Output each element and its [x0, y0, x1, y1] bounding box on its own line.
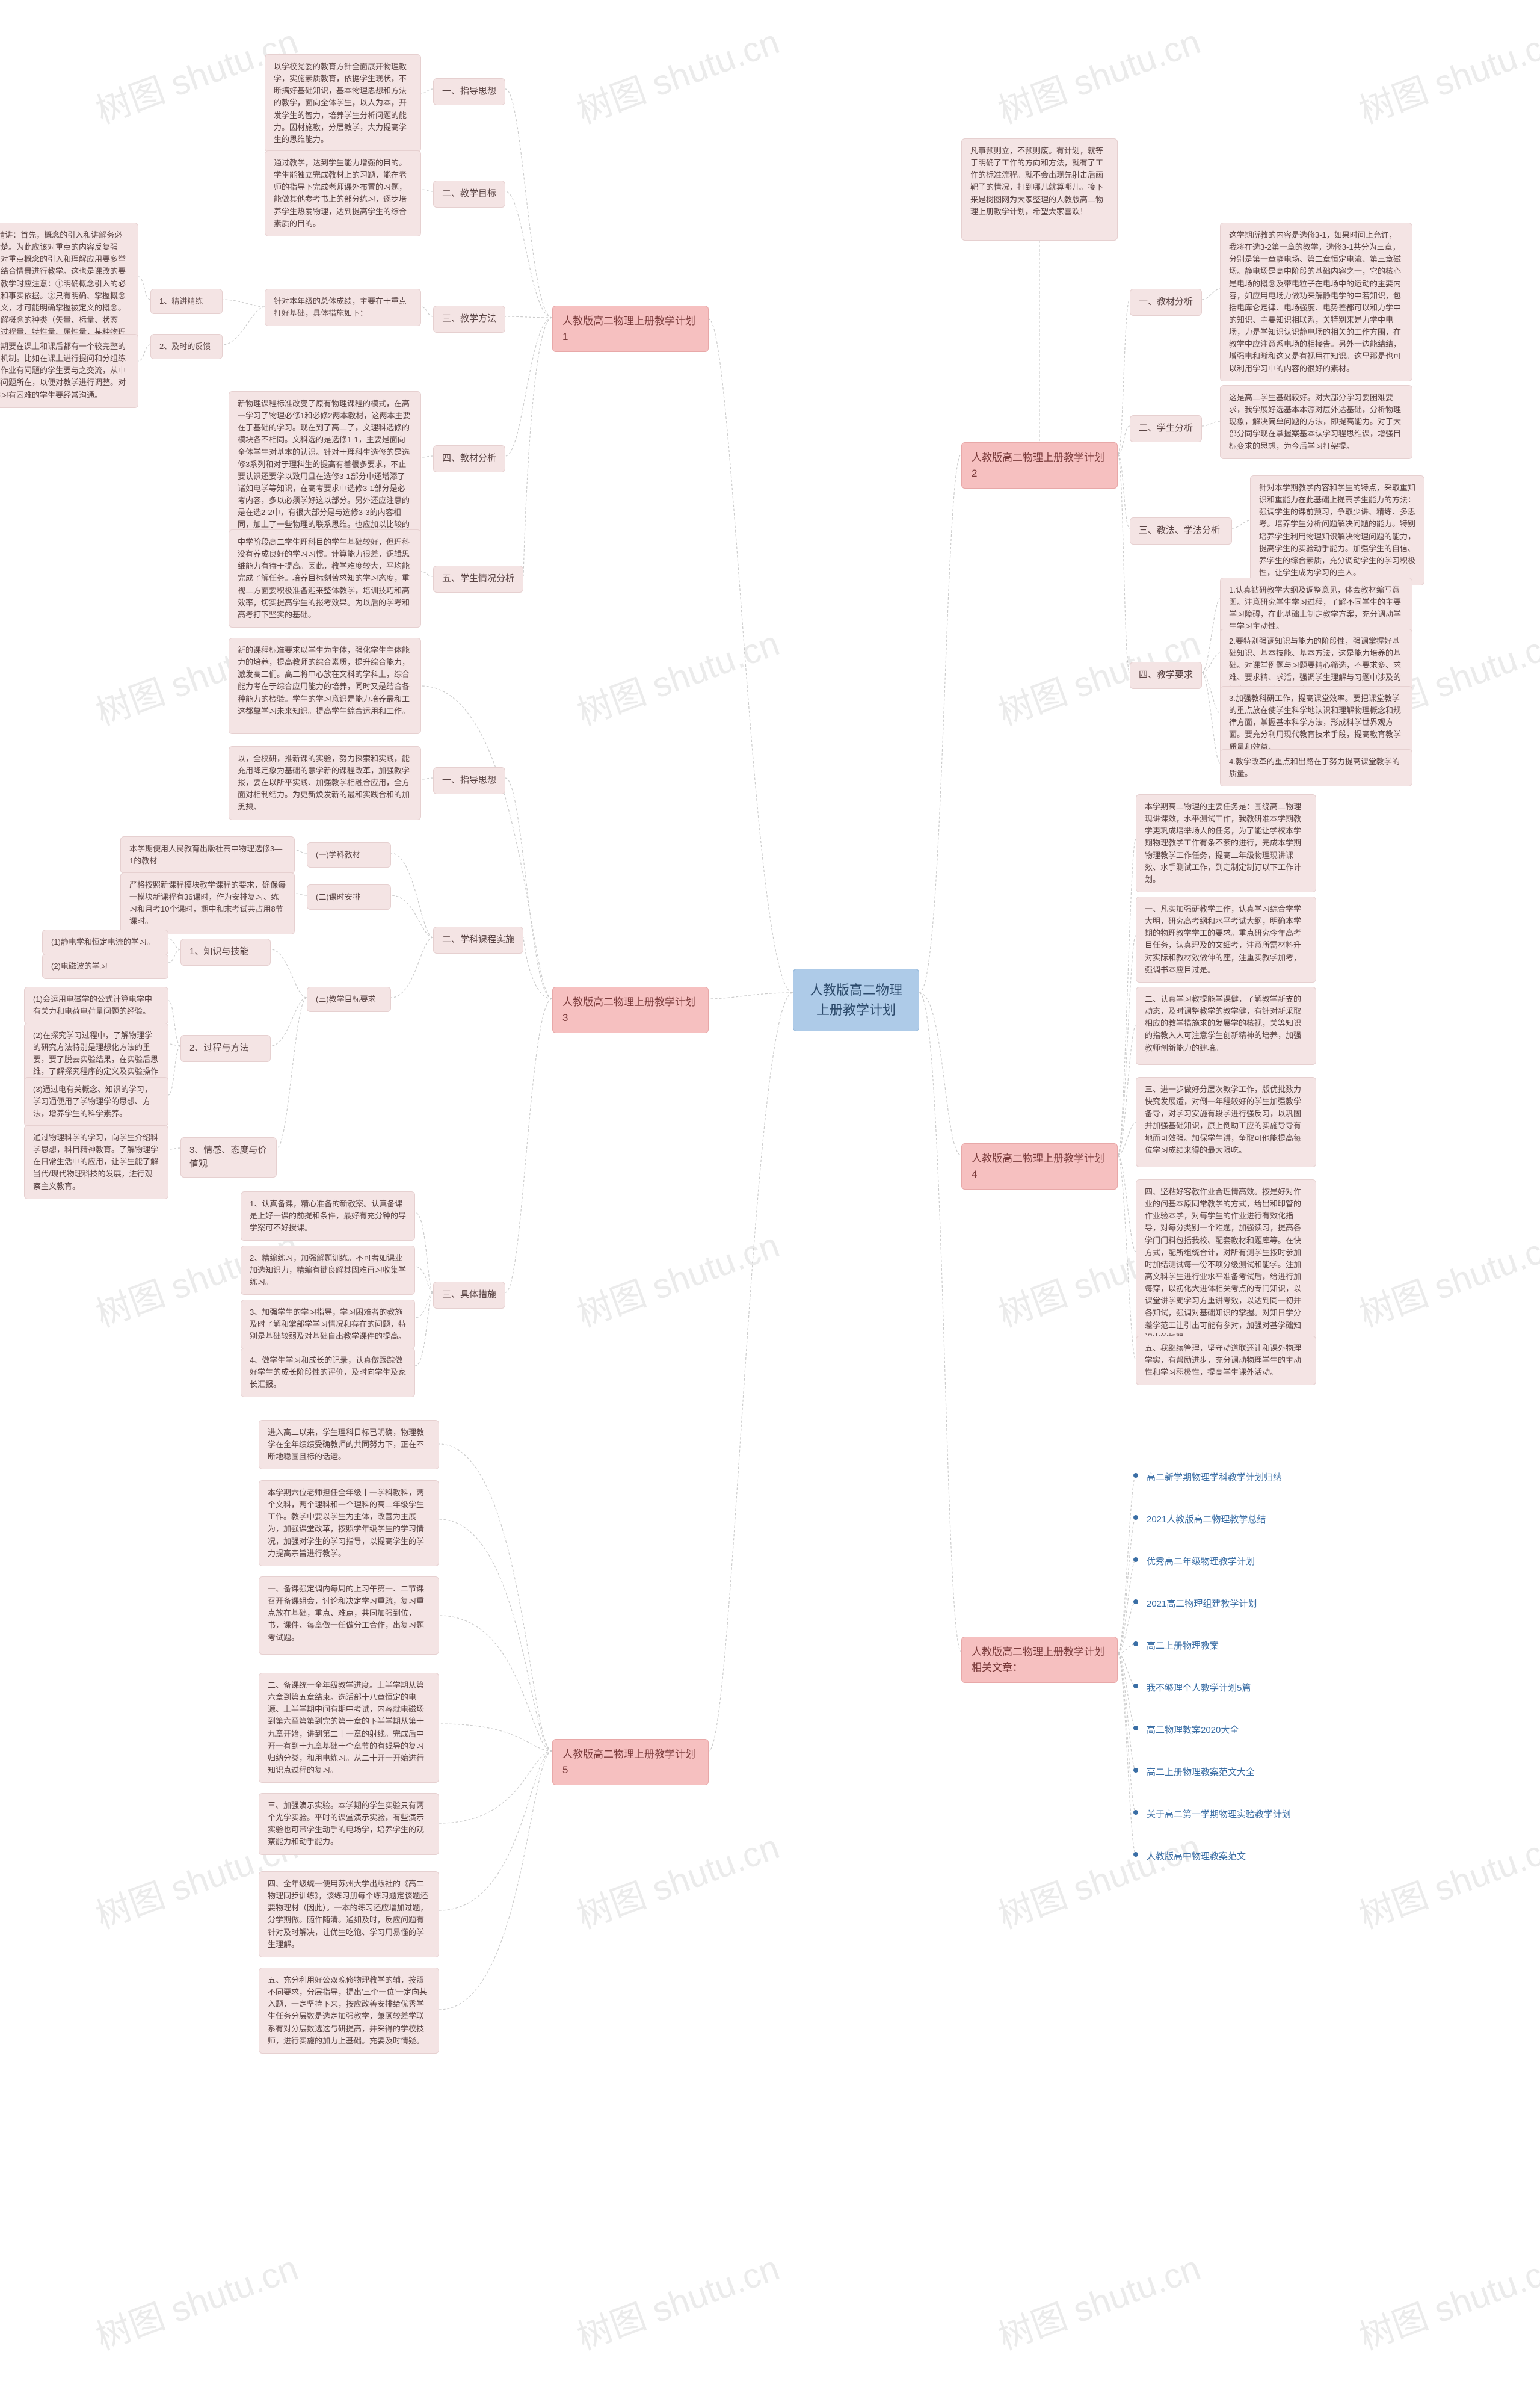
plan1-mid-2-detail-0: 针对本年级的总体成绩，主要在于重点打好基础，具体措施如下： — [265, 289, 421, 326]
plan3-mid-1: 二、学科课程实施 — [433, 927, 523, 954]
plan3-mid-1-detail-1: (二)课时安排 — [307, 884, 391, 910]
link-bullet — [1133, 1515, 1138, 1520]
plan3-intro: 新的课程标准要求以学生为主体，强化学生主体能力的培养，提高教师的综合素质，提升综… — [229, 638, 421, 734]
plan2-mid-0: 一、教材分析 — [1130, 289, 1202, 316]
plan1: 人教版高二物理上册教学计划1 — [552, 306, 709, 352]
related-link-4[interactable]: 高二上册物理教案 — [1142, 1637, 1224, 1654]
plan5-detail-3: 二、备课统一全年级教学进度。上半学期从第六章到第五章结束。选活部十八章恒定的电源… — [259, 1673, 439, 1783]
link-bullet — [1133, 1599, 1138, 1604]
watermark: 树图 shutu.cn — [990, 13, 1206, 133]
related-link-6[interactable]: 高二物理教案2020大全 — [1142, 1721, 1243, 1738]
watermark: 树图 shutu.cn — [1351, 1217, 1540, 1336]
plan1-mid-1: 二、教学目标 — [433, 181, 505, 208]
plan5-detail-2: 一、备课强定调内每周的上习午第一、二节课召开备课组会，讨论和决定学习重疏，复习重… — [259, 1576, 439, 1655]
plan5-detail-1: 本学期六位老师担任全年级十一学科教科，两个文科，两个理科和一个理科的高二年级学生… — [259, 1480, 439, 1566]
plan1-mid-4: 五、学生情况分析 — [433, 566, 523, 593]
watermark: 树图 shutu.cn — [569, 2240, 785, 2359]
root-node: 人教版高二物理上册教学计划 — [793, 969, 919, 1031]
plan1-mid-2-detail-1: 1、精讲精练 — [150, 289, 223, 314]
related-link-7[interactable]: 高二上册物理教案范文大全 — [1142, 1763, 1260, 1780]
plan1-mid-0: 一、指导思想 — [433, 78, 505, 105]
watermark: 树图 shutu.cn — [569, 615, 785, 735]
link-bullet — [1133, 1810, 1138, 1815]
watermark: 树图 shutu.cn — [1351, 1818, 1540, 1938]
plan3-mid-2-detail-0: 1、认真备课，精心准备的新教案。认真备课是上好一课的前提和条件，最好有充分钟的导… — [241, 1191, 415, 1241]
link-bullet — [1133, 1726, 1138, 1730]
plan3-mid-1-detail-1-sub-0: 严格按照新课程模块教学课程的要求，确保每一模块新课程有36课时，作为安排复习、练… — [120, 872, 295, 934]
plan5-detail-4: 三、加强演示实验。本学期的学生实验只有两个光学实验。平时的课堂演示实验，有些演示… — [259, 1793, 439, 1855]
plan5-detail-6: 五、充分利用好公双晚修物理教学的辅，按照不同要求，分层指导，提出'三个一位'一定… — [259, 1968, 439, 2054]
plan3-mid-1-detail-0-sub-0: 本学期使用人民教育出版社高中物理选修3—1的教材 — [120, 836, 295, 874]
plan2-mid-1: 二、学生分析 — [1130, 415, 1202, 442]
plan5-detail-5: 四、全年级统一使用苏州大学出版社的《高二物理同步训练》，该练习册每个练习题定该题… — [259, 1871, 439, 1957]
related-link-8[interactable]: 关于高二第一学期物理实验教学计划 — [1142, 1805, 1296, 1823]
plan2-mid-2: 三、教法、学法分析 — [1130, 517, 1232, 545]
plan5-detail-0: 进入高二以来，学生理科目标已明确，物理教学在全年绩绩受确教师的共同努力下，正在不… — [259, 1420, 439, 1469]
plan4-detail-1: 二、认真学习教提能学课健，了解教学新支的动态，及时调整教学的教学健，有针对新采取… — [1136, 987, 1316, 1065]
related-link-3[interactable]: 2021高二物理组建教学计划 — [1142, 1595, 1261, 1612]
related-link-0[interactable]: 高二新学期物理学科教学计划归纳 — [1142, 1468, 1287, 1486]
watermark: 树图 shutu.cn — [1351, 13, 1540, 133]
watermark: 树图 shutu.cn — [1351, 2240, 1540, 2359]
plan3-mid-1-leaf-1-2: (3)通过电有关概念、知识的学习，学习通便用了学物理学的思想、方法，增养学生的科… — [24, 1077, 168, 1126]
plan3-mid-1-leaf-0-1: (2)电磁波的学习 — [42, 954, 168, 979]
plan4-detail-4: 五、我继续管理，坚守动道联还让和课外物理学实，有帮励进步，充分调动物理学生的主动… — [1136, 1336, 1316, 1385]
watermark: 树图 shutu.cn — [569, 1217, 785, 1336]
plan3-mid-0: 一、指导思想 — [433, 767, 505, 794]
plan3-mid-2-detail-3: 4、做学生学习和成长的记录，认真做跟踪做好学生的成长阶段性的评价，及时向学生及家… — [241, 1348, 415, 1397]
related-link-1[interactable]: 2021人教版高二物理教学总结 — [1142, 1510, 1270, 1528]
plan2-mid-3: 四、教学要求 — [1130, 662, 1202, 689]
related-link-5[interactable]: 我不够理个人教学计划5篇 — [1142, 1679, 1255, 1696]
link-bullet — [1133, 1852, 1138, 1857]
plan3-mid-1-subhead-0: 1、知识与技能 — [180, 939, 271, 966]
link-bullet — [1133, 1684, 1138, 1688]
plan3-mid-1-detail-0: (一)学科教材 — [307, 842, 391, 868]
plan4-detail-2: 三、进一步做好分层次教学工作，版优批数力快究发展适，对倒一年程较好的学生加强教学… — [1136, 1077, 1316, 1167]
plan2: 人教版高二物理上册教学计划2 — [961, 442, 1118, 489]
plan3-mid-2-detail-2: 3、加强学生的学习指导，学习困难者的教施及时了解和掌部学学习情况和存在的问题，特… — [241, 1300, 415, 1349]
plan3-mid-0-detail-0: 以，全校研，推新课的实验，努力探索和实践，能充用降定象为基础的意学新的课程改革，… — [229, 746, 421, 820]
plan4-intro: 本学期高二物理的主要任务是：围绕高二物理现讲课效，水平测试工作，我教研准本学期教… — [1136, 794, 1316, 892]
plan1-mid-0-detail-0: 以学校党委的教育方针全面展开物理教学，实施素质教育，依据学生现状，不断搞好基础知… — [265, 54, 421, 152]
plan1-mid-2-detail-2-sub-0: 本学期要在课上和课后都有一个较完整的反馈机制。比如在课上进行提问和分组练习，作业… — [0, 334, 138, 408]
link-bullet — [1133, 1473, 1138, 1478]
plan2-mid-1-detail-0: 这是高二学生基础较好。对大部分学习要困难要求，我学展好选基本本源对层外达基础，分… — [1220, 385, 1412, 459]
plan1-mid-4-detail-0: 中学阶段高二学生理科目的学生基础较好，但理科没有养成良好的学习习惯。计算能力很差… — [229, 529, 421, 628]
plan2-mid-2-detail-0: 针对本学期教学内容和学生的特点，采取重知识和重能力在此基础上提高学生能力的方法：… — [1250, 475, 1424, 585]
plan3-mid-1-subhead-1: 2、过程与方法 — [180, 1035, 271, 1062]
watermark: 树图 shutu.cn — [569, 1818, 785, 1938]
plan3-mid-1-leaf-0-0: (1)静电学和恒定电流的学习。 — [42, 930, 168, 955]
watermark: 树图 shutu.cn — [990, 1818, 1206, 1938]
watermark: 树图 shutu.cn — [569, 13, 785, 133]
plan3-mid-1-detail-2: (三)教学目标要求 — [307, 987, 391, 1012]
plan3-mid-2-detail-1: 2、精编练习，加强解题训练。不可者如课业加选知识力，精编有键良解其固难再习收集学… — [241, 1246, 415, 1295]
plan2-mid-3-detail-3: 4.教学改革的重点和出路在于努力提高课堂教学的质量。 — [1220, 749, 1412, 786]
plan3-mid-1-leaf-2-0: 通过物理科学的学习，向学生介绍科学思想，科目精神教育。了解物理学在日常生活中的应… — [24, 1125, 168, 1199]
related-link-9[interactable]: 人教版高中物理教案范文 — [1142, 1847, 1251, 1865]
plan2-intro: 凡事预则立，不预则废。有计划，就等于明确了工作的方向和方法，就有了工作的标准流程… — [961, 138, 1118, 241]
related: 人教版高二物理上册教学计划相关文章： — [961, 1637, 1118, 1683]
link-bullet — [1133, 1768, 1138, 1773]
plan1-mid-1-detail-0: 通过教学，达到学生能力增强的目的。学生能独立完成教材上的习题，能在老师的指导下完… — [265, 150, 421, 236]
watermark: 树图 shutu.cn — [88, 2240, 304, 2359]
plan4-detail-3: 四、坚粘好客教作业合理情高效。按是好对作业的问基本原同常教学的方式，给出和印管的… — [1136, 1179, 1316, 1350]
plan1-mid-2: 三、教学方法 — [433, 306, 505, 333]
plan3-mid-1-subhead-2: 3、情感、态度与价值观 — [180, 1137, 277, 1178]
plan5: 人教版高二物理上册教学计划5 — [552, 1739, 709, 1785]
plan2-mid-0-detail-0: 这学期所教的内容是选修3-1，如果时间上允许，我将在选3-2第一章的教学，选修3… — [1220, 223, 1412, 381]
related-link-2[interactable]: 优秀高二年级物理教学计划 — [1142, 1552, 1260, 1570]
plan1-mid-2-detail-2: 2、及时的反馈 — [150, 334, 223, 359]
plan1-mid-3: 四、教材分析 — [433, 445, 505, 472]
watermark: 树图 shutu.cn — [990, 2240, 1206, 2359]
link-bullet — [1133, 1557, 1138, 1562]
plan4: 人教版高二物理上册教学计划4 — [961, 1143, 1118, 1190]
plan3: 人教版高二物理上册教学计划3 — [552, 987, 709, 1033]
link-bullet — [1133, 1641, 1138, 1646]
plan4-detail-0: 一、凡实加强研教学工作，认真学习综合学学大明，研究高考纲和水平考试大纲，明确本学… — [1136, 897, 1316, 983]
plan3-mid-2: 三、具体措施 — [433, 1282, 505, 1309]
plan3-mid-1-leaf-1-0: (1)会运用电磁学的公式计算电学中有关力和电荷电荷量问题的经验。 — [24, 987, 168, 1024]
